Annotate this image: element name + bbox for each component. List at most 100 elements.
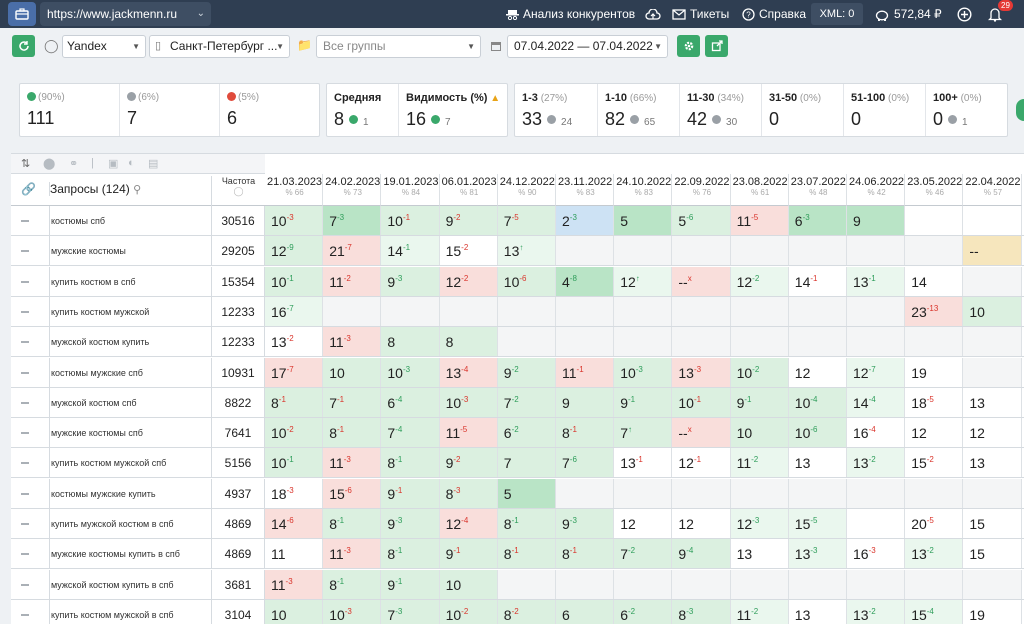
position-cell[interactable]: 9-1 (614, 387, 673, 417)
query-text[interactable]: мужские костюмы купить в спб (51, 549, 180, 560)
collapse-row-icon[interactable] (21, 432, 29, 435)
position-cell[interactable]: 8 (381, 327, 440, 357)
position-cell[interactable]: 12↑ (614, 266, 673, 296)
help-link[interactable]: ? Справка (742, 0, 806, 28)
position-cell[interactable] (788, 327, 847, 357)
query-text[interactable]: купить мужской костюм в спб (51, 519, 174, 529)
add-button[interactable] (957, 0, 976, 28)
position-cell[interactable] (730, 569, 789, 599)
position-cell[interactable]: 4-8 (556, 266, 615, 296)
position-cell[interactable]: 13-1 (614, 448, 673, 478)
query-text[interactable]: купить костюм в спб (51, 276, 136, 287)
balance-link[interactable]: 572,84 ₽ (875, 0, 942, 28)
position-cell[interactable]: 11-2 (730, 599, 789, 624)
search-engine-select[interactable]: ◯ Yandex ▼ (40, 35, 147, 58)
position-cell[interactable]: 8-3 (439, 478, 498, 508)
position-cell[interactable] (672, 327, 731, 357)
settings-button[interactable] (677, 35, 700, 57)
position-cell[interactable] (847, 327, 906, 357)
position-cell[interactable]: 10-3 (323, 599, 382, 624)
position-cell[interactable]: 13 (789, 448, 847, 478)
position-cell[interactable]: 8-1 (556, 418, 615, 448)
position-cell[interactable]: 6-4 (381, 387, 440, 417)
position-cell[interactable]: 12 (672, 509, 731, 538)
date-column-header[interactable]: 23.05.2022% 46 (905, 174, 964, 206)
date-column-header[interactable]: 22.09.2022% 76 (672, 174, 731, 206)
position-cell[interactable]: 10-4 (788, 387, 847, 417)
export-button[interactable] (705, 35, 728, 57)
position-cell[interactable] (556, 296, 615, 326)
position-cell[interactable] (847, 509, 906, 538)
position-cell[interactable]: 7-2 (614, 539, 673, 569)
top-100-plus-stat[interactable]: 100+ (0%) 0 1 (926, 84, 1008, 136)
position-cell[interactable] (963, 266, 1022, 296)
position-cell[interactable] (963, 327, 1022, 357)
position-cell[interactable]: 10-2 (730, 357, 789, 387)
position-cell[interactable] (730, 327, 789, 357)
position-cell[interactable]: 13-3 (672, 357, 731, 387)
date-column-header[interactable]: 06.01.2023% 81 (439, 174, 498, 206)
position-cell[interactable]: 11-2 (323, 266, 382, 296)
date-column-header[interactable]: 23.11.2022% 83 (556, 174, 615, 206)
position-cell[interactable] (439, 296, 498, 326)
collapse-row-icon[interactable] (21, 462, 29, 465)
position-cell[interactable]: 10-2 (265, 418, 324, 448)
refresh-button[interactable] (12, 35, 35, 57)
project-url-select[interactable]: https://www.jackmenn.ru ⌄ (40, 2, 211, 26)
collapse-row-icon[interactable] (21, 492, 29, 495)
groups-select[interactable]: Все группы ▼ (316, 35, 481, 58)
position-cell[interactable] (788, 569, 847, 599)
position-cell[interactable]: 12-2 (439, 266, 498, 296)
position-cell[interactable] (905, 236, 964, 266)
position-cell[interactable]: 8-1 (497, 539, 556, 569)
position-cell[interactable] (905, 478, 964, 508)
position-cell[interactable]: 10-6 (497, 266, 556, 296)
position-cell[interactable]: 10-6 (788, 418, 847, 448)
position-cell[interactable]: 8-1 (323, 569, 382, 599)
position-cell[interactable]: 15 (963, 509, 1022, 538)
position-cell[interactable] (672, 236, 731, 266)
position-cell[interactable] (614, 327, 673, 357)
position-cell[interactable]: 7-5 (497, 206, 556, 235)
position-cell[interactable]: 5 (614, 206, 673, 235)
date-range-select[interactable]: 07.04.2022 — 07.04.2022 ▼ (507, 35, 668, 58)
position-cell[interactable] (905, 206, 964, 235)
position-cell[interactable]: 12-4 (439, 509, 498, 538)
position-cell[interactable]: 20-5 (905, 509, 964, 538)
position-cell[interactable]: 11-5 (439, 418, 498, 448)
position-cell[interactable] (323, 296, 382, 326)
position-cell[interactable] (730, 296, 789, 326)
position-cell[interactable]: 16-4 (847, 418, 906, 448)
position-cell[interactable]: 8 (439, 327, 498, 357)
position-cell[interactable] (614, 236, 673, 266)
position-cell[interactable]: --x (672, 266, 731, 296)
position-cell[interactable]: 13 (963, 448, 1022, 478)
unchanged-stat[interactable]: (6%) 7 (120, 84, 220, 136)
position-cell[interactable]: 8-1 (497, 509, 556, 538)
position-cell[interactable]: 10-1 (672, 387, 731, 417)
position-cell[interactable]: 7-3 (381, 599, 440, 624)
top-51-100-stat[interactable]: 51-100 (0%) 0 (844, 84, 926, 136)
date-column-header[interactable]: 21.03.2023% 66 (265, 174, 324, 206)
position-cell[interactable] (788, 236, 847, 266)
query-text[interactable]: купить костюм мужской (51, 306, 150, 317)
link-icon[interactable]: ⚭ (69, 158, 79, 170)
position-cell[interactable] (672, 569, 731, 599)
position-cell[interactable]: 16-7 (265, 296, 324, 326)
top-1-10-stat[interactable]: 1-10 (66%) 82 65 (598, 84, 680, 136)
position-cell[interactable]: 18-3 (265, 478, 324, 508)
position-cell[interactable]: 17-7 (265, 357, 324, 387)
position-cell[interactable]: 7↑ (614, 418, 673, 448)
position-cell[interactable]: 9-1 (381, 569, 440, 599)
query-text[interactable]: купить костюм мужской в спб (51, 609, 174, 620)
date-column-header[interactable]: 19.01.2023% 84 (381, 174, 440, 206)
position-cell[interactable]: 13-2 (847, 448, 906, 478)
position-cell[interactable]: 15-2 (905, 448, 964, 478)
position-cell[interactable]: 23-13 (905, 296, 964, 326)
collapse-row-icon[interactable] (21, 583, 29, 586)
position-cell[interactable]: 11 (265, 539, 324, 569)
position-cell[interactable]: 13-1 (847, 266, 906, 296)
position-cell[interactable]: 13 (963, 387, 1022, 417)
position-cell[interactable]: 8-2 (497, 599, 556, 624)
cloud-icon[interactable] (645, 0, 665, 28)
